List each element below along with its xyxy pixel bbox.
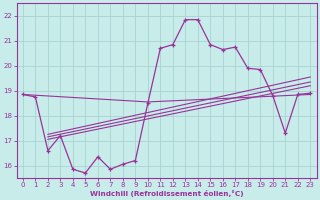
X-axis label: Windchill (Refroidissement éolien,°C): Windchill (Refroidissement éolien,°C): [90, 190, 244, 197]
